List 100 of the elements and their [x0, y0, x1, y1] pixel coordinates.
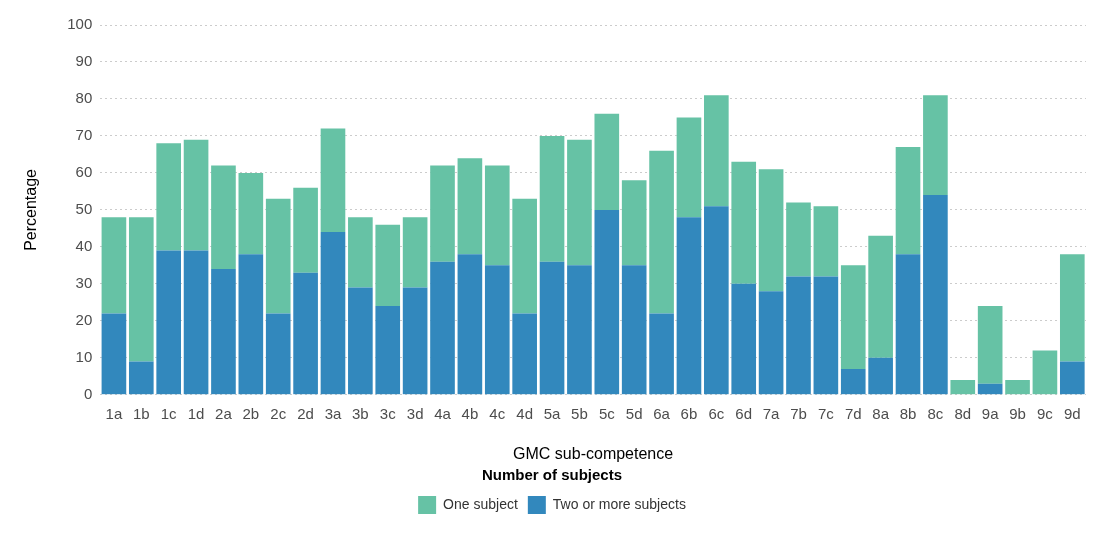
bar	[1005, 380, 1030, 395]
bar	[649, 313, 674, 395]
y-tick-label: 40	[75, 237, 93, 255]
x-tick-label: 8d	[954, 404, 972, 422]
bar	[402, 287, 428, 395]
x-tick-label: 5c	[598, 404, 616, 422]
x-tick-label: 5b	[571, 404, 588, 422]
x-tick-label: 7d	[844, 404, 862, 422]
legend-label: One subject	[443, 495, 518, 512]
bar	[156, 143, 182, 251]
x-tick-label: 1d	[187, 404, 205, 422]
bar	[265, 313, 291, 395]
bar	[539, 261, 565, 395]
x-tick-label: 2b	[242, 404, 260, 422]
x-tick-label: 2d	[297, 404, 314, 422]
x-tick-label: 9d	[1063, 404, 1081, 422]
bar	[704, 95, 729, 207]
x-tick-label: 8b	[899, 404, 917, 422]
bar	[786, 202, 811, 277]
y-tick-label: 50	[75, 200, 93, 218]
x-tick-label: 4d	[516, 404, 533, 422]
bar	[676, 217, 702, 395]
y-tick-label: 60	[75, 163, 93, 181]
x-tick-label: 4a	[434, 404, 452, 422]
bar	[484, 265, 510, 395]
x-tick-label: 2a	[215, 404, 233, 422]
bar	[621, 180, 647, 266]
x-tick-label: 1a	[105, 404, 123, 422]
x-tick-label: 4b	[461, 404, 479, 422]
x-tick-label: 8c	[927, 404, 944, 422]
legend-title: Number of subjects	[481, 465, 623, 483]
bar	[457, 158, 483, 255]
bar	[1059, 361, 1085, 395]
x-tick-label: 9a	[981, 404, 1000, 422]
bar	[348, 287, 373, 395]
bar	[1032, 350, 1058, 395]
x-tick-label: 7b	[790, 404, 807, 422]
x-tick-label: 8a	[872, 404, 890, 422]
x-tick-label: 2c	[270, 404, 287, 422]
x-tick-label: 6b	[680, 404, 698, 422]
bar	[704, 206, 729, 395]
y-tick-label: 80	[75, 89, 93, 107]
bar	[731, 283, 757, 395]
bar	[375, 224, 401, 307]
bar	[183, 250, 209, 395]
bar	[183, 139, 209, 251]
bar	[840, 265, 866, 369]
x-tick-label: 5d	[625, 404, 643, 422]
bar	[594, 209, 620, 395]
bar	[512, 198, 537, 314]
bar	[375, 306, 401, 395]
bar	[211, 269, 236, 395]
bar	[265, 198, 291, 314]
bar	[567, 265, 592, 395]
x-tick-label: 7c	[817, 404, 835, 422]
y-axis-title: Percentage	[22, 168, 40, 251]
x-tick-label: 5a	[543, 404, 562, 422]
bar	[594, 113, 620, 210]
bar	[430, 165, 455, 262]
bar	[676, 117, 702, 218]
bar	[512, 313, 537, 395]
y-tick-label: 30	[75, 274, 93, 291]
x-tick-label: 3c	[379, 404, 397, 422]
bar	[101, 217, 127, 314]
bar	[868, 357, 893, 395]
bar	[895, 254, 921, 395]
bar	[430, 261, 455, 395]
bar	[758, 291, 784, 395]
bar	[320, 232, 346, 395]
bar	[402, 217, 428, 288]
bar	[293, 187, 318, 273]
bar	[484, 165, 510, 266]
bar	[101, 313, 127, 395]
bar	[320, 128, 346, 233]
bar	[813, 206, 839, 277]
bar	[348, 217, 373, 288]
bar	[128, 361, 154, 395]
bar	[923, 195, 948, 395]
bar	[649, 150, 674, 314]
bar	[786, 276, 811, 395]
bar	[977, 383, 1003, 395]
x-tick-label: 7a	[762, 404, 781, 422]
bar	[539, 135, 565, 262]
y-tick-label: 0	[83, 384, 93, 402]
y-tick-label: 10	[75, 347, 93, 365]
bar	[813, 276, 839, 395]
bar	[895, 147, 921, 255]
bar	[211, 165, 236, 270]
bar	[758, 169, 784, 292]
bar	[977, 306, 1003, 384]
bar	[840, 368, 866, 395]
bar	[950, 380, 976, 395]
bar	[567, 139, 592, 266]
x-axis-title: GMC sub-competence	[513, 444, 674, 462]
x-tick-label: 3d	[406, 404, 424, 422]
bar	[731, 161, 757, 284]
x-tick-label: 9c	[1037, 404, 1054, 422]
y-tick-label: 90	[75, 52, 93, 70]
y-tick-label: 20	[75, 310, 93, 328]
bar	[156, 250, 182, 395]
